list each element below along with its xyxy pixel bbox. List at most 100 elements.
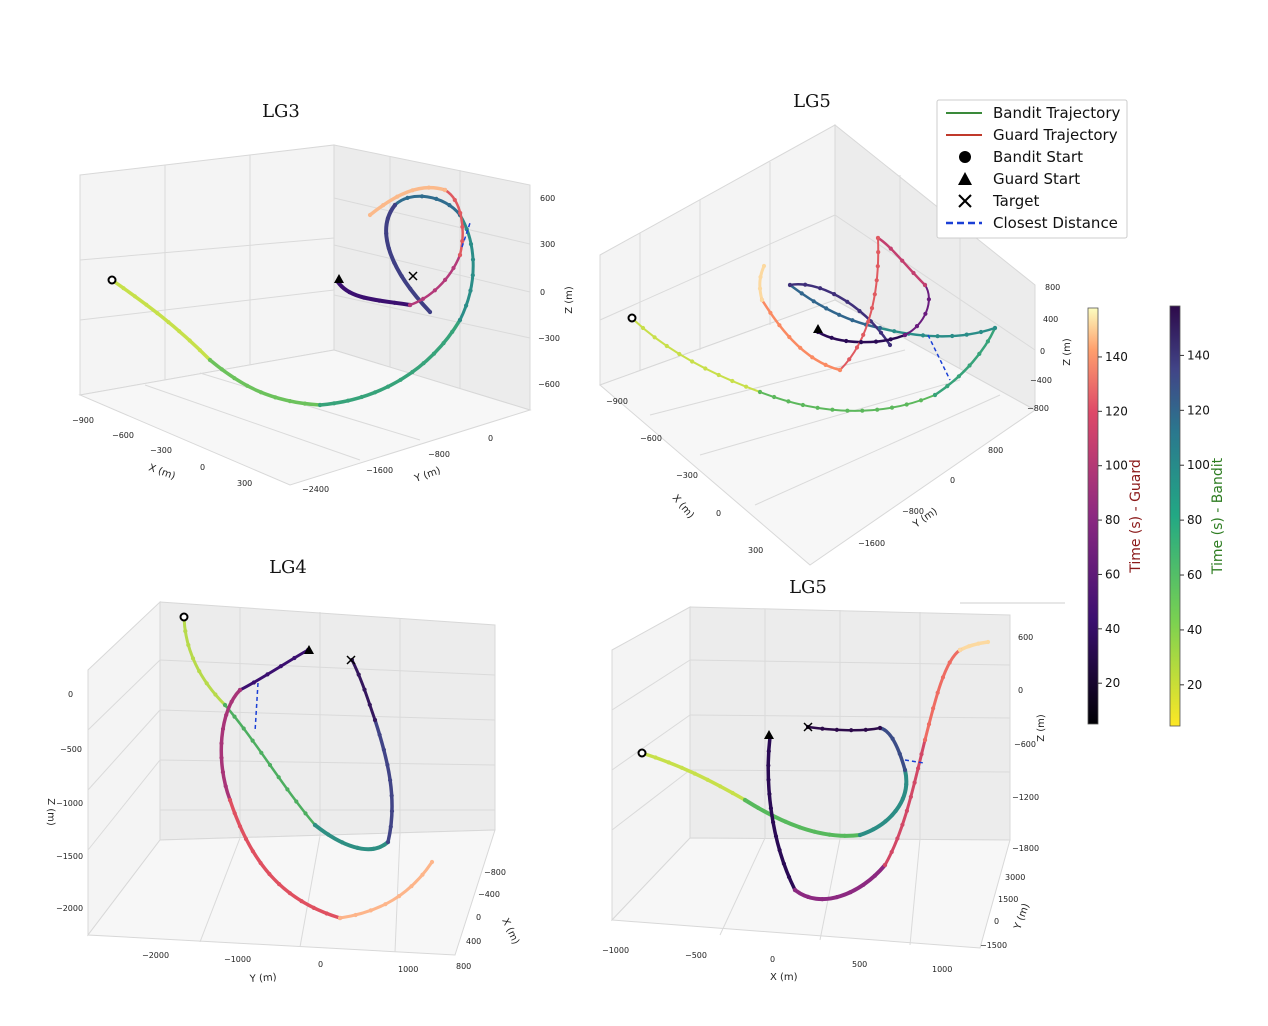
- bandit-trajectory: [639, 724, 909, 838]
- trajectory-sample-point: [900, 796, 906, 801]
- floor-pane: [599, 299, 1036, 566]
- trajectory-sample-point: [177, 329, 182, 334]
- trajectory-sample-point: [232, 811, 237, 816]
- x-tick: 300: [748, 546, 763, 555]
- trajectory-sample-point: [229, 699, 234, 704]
- x-tick: 1000: [932, 965, 952, 974]
- y-tick: −800: [428, 450, 450, 459]
- bandit-start-marker: [637, 748, 647, 758]
- trajectory-sample-point: [419, 194, 425, 199]
- colorbar-label: Time (s) - Guard: [1128, 459, 1144, 574]
- colorbar-tick-label: 20: [1187, 678, 1202, 692]
- trajectory-sample-point: [912, 780, 917, 785]
- trajectory-sample-point: [950, 333, 955, 339]
- trajectory-sample-point: [421, 296, 426, 301]
- trajectory-sample-point: [385, 762, 390, 768]
- trajectory-sample-point: [931, 706, 936, 711]
- colorbar-tick-label: 20: [1105, 676, 1120, 690]
- trajectory-sample-point: [326, 832, 331, 837]
- z-tick: 400: [1043, 315, 1058, 324]
- trajectory-sample-point: [356, 672, 361, 677]
- trajectory-sample-point: [324, 911, 329, 916]
- trajectory-sample-point: [716, 372, 721, 378]
- trajectory-sample-point: [371, 846, 376, 851]
- trajectory-sample-point: [207, 357, 213, 363]
- x-axis-ticks: −1000 −500 0 500 1000 X (m): [602, 946, 952, 983]
- trajectory-sample-point: [761, 263, 767, 269]
- y-axis-label: Y (m): [248, 972, 277, 985]
- trajectory-sample-point: [267, 762, 273, 768]
- z-axis-label: Z (m): [45, 798, 56, 826]
- trajectory-sample-point: [144, 302, 149, 307]
- guard-trajectory: [766, 639, 991, 902]
- z-tick: −1800: [1012, 844, 1039, 853]
- chart-title: LG5: [793, 91, 831, 112]
- colorbar-tick-label: 60: [1105, 567, 1120, 581]
- trajectory-sample-point: [666, 760, 671, 765]
- trajectory-sample-point: [918, 398, 924, 403]
- trajectory-sample-point: [287, 891, 292, 896]
- trajectory-sample-point: [442, 187, 448, 193]
- x-tick: 0: [200, 463, 205, 472]
- trajectory-sample-point: [824, 306, 829, 311]
- trajectory-sample-point: [820, 897, 825, 902]
- trajectory-sample-point: [258, 860, 263, 866]
- trajectory-sample-point: [155, 311, 160, 316]
- trajectory-sample-point: [875, 235, 881, 241]
- trajectory-sample-point: [773, 834, 779, 839]
- trajectory-sample-point: [392, 300, 397, 305]
- trajectory-sample-point: [389, 793, 394, 798]
- trajectory-sample-point: [893, 808, 898, 814]
- colorbar-tick-label: 100: [1105, 459, 1128, 473]
- trajectory-sample-point: [866, 319, 871, 324]
- trajectory-sample-point: [892, 329, 897, 334]
- z-tick: 0: [1040, 347, 1045, 356]
- trajectory-sample-point: [818, 286, 823, 291]
- trajectory-sample-point: [966, 644, 972, 649]
- trajectory-sample-point: [640, 325, 646, 331]
- trajectory-sample-point: [869, 306, 875, 311]
- bandit-start-marker: [627, 313, 637, 323]
- triangle-marker-icon: [958, 172, 972, 185]
- trajectory-sample-point: [888, 337, 893, 342]
- trajectory-sample-point: [653, 755, 658, 760]
- trajectory-sample-point: [875, 264, 880, 269]
- trajectory-sample-point: [132, 294, 137, 299]
- y-tick: −2400: [302, 485, 329, 494]
- trajectory-sample-point: [355, 845, 360, 851]
- trajectory-sample-point: [372, 717, 378, 723]
- z-tick: −600: [538, 380, 560, 389]
- trajectory-sample-point: [243, 836, 249, 842]
- trajectory-sample-point: [359, 394, 364, 400]
- trajectory-sample-point: [470, 273, 475, 278]
- trajectory-sample-point: [420, 872, 425, 877]
- trajectory-sample-point: [992, 325, 998, 331]
- trajectory-sample-point: [368, 908, 373, 913]
- trajectory-sample-point: [395, 194, 400, 199]
- trajectory-sample-point: [361, 295, 367, 300]
- trajectory-sample-point: [340, 840, 345, 845]
- trajectory-sample-point: [911, 270, 916, 276]
- trajectory-sample-point: [347, 290, 352, 295]
- y-tick: 0: [488, 434, 493, 443]
- trajectory-sample-point: [873, 339, 879, 344]
- trajectory-sample-point: [278, 664, 283, 669]
- trajectory-sample-point: [385, 839, 391, 845]
- trajectory-sample-point: [219, 367, 224, 372]
- trajectory-sample-point: [766, 777, 771, 782]
- trajectory-sample-point: [904, 808, 910, 814]
- x-tick: 800: [456, 962, 471, 971]
- bandit-start-marker: [107, 275, 117, 285]
- trajectory-sample-point: [783, 819, 788, 824]
- grid-lines: [87, 607, 496, 953]
- colorbar-tick-label: 140: [1105, 350, 1128, 364]
- trajectory-sample-point: [914, 324, 920, 329]
- y-tick: −1500: [980, 941, 1007, 950]
- trajectory-sample-point: [450, 329, 455, 334]
- y-tick: −1600: [366, 466, 393, 475]
- trajectory-sample-point: [888, 246, 893, 251]
- trajectory-sample-point: [258, 390, 264, 395]
- trajectory-sample-point: [718, 784, 723, 789]
- trajectory-sample-point: [920, 333, 926, 338]
- trajectory-sample-point: [197, 348, 202, 353]
